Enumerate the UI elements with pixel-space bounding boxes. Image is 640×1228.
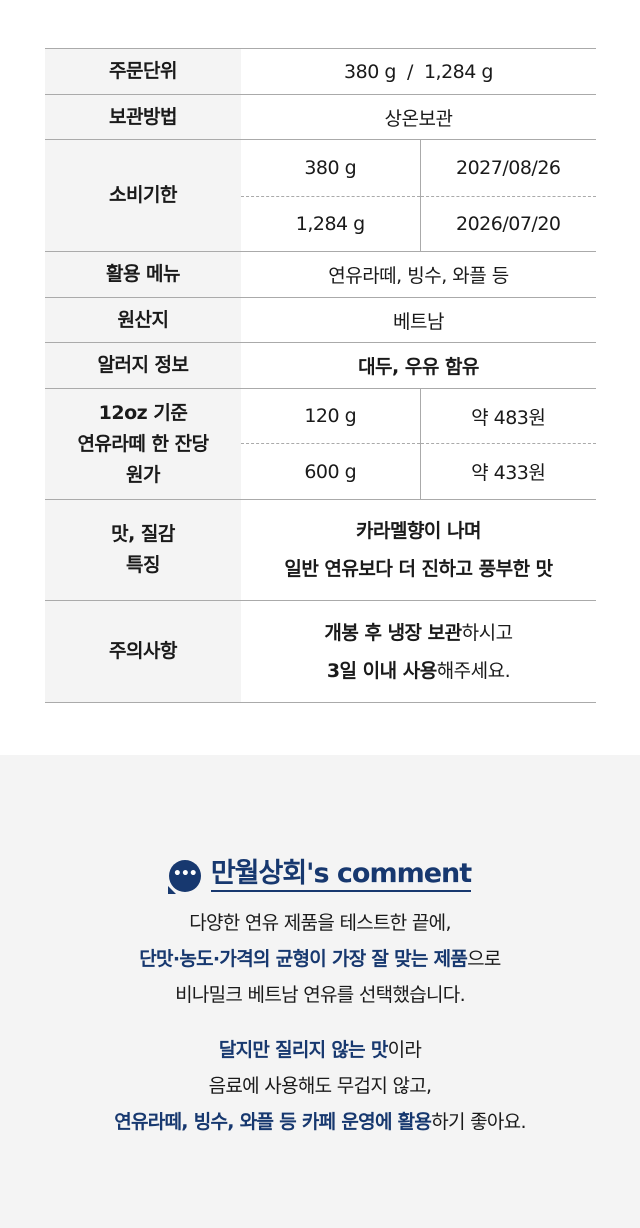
label-line: 연유라떼 한 잔당 — [77, 432, 209, 455]
price: 약 433원 — [420, 443, 596, 500]
label: 보관방법 — [45, 94, 241, 140]
row-origin: 원산지 베트남 — [45, 297, 596, 343]
label: 활용 메뉴 — [45, 251, 241, 298]
row-order-unit: 주문단위 380 g / 1,284 g — [45, 48, 596, 95]
text: 하시고 — [461, 621, 513, 644]
speech-bubble-icon: ••• — [167, 860, 201, 894]
text-line: 비나밀크 베트남 연유를 선택했습니다. — [175, 984, 466, 1006]
row-expiry-2: 1,284 g 2026/07/20 — [45, 196, 596, 252]
text-line: 음료에 사용해도 무겁지 않고, — [208, 1075, 432, 1097]
comment-paragraph-2: 달지만 질리지 않는 맛이라 음료에 사용해도 무겁지 않고, 연유라떼, 빙수… — [0, 1032, 640, 1140]
date: 2027/08/26 — [420, 139, 596, 197]
row-caution: 주의사항 개봉 후 냉장 보관하시고 3일 이내 사용해주세요. — [45, 600, 596, 703]
value: 상온보관 — [241, 94, 596, 140]
date: 2026/07/20 — [420, 196, 596, 252]
value: 380 g / 1,284 g — [241, 48, 596, 95]
value: 대두, 우유 함유 — [241, 342, 596, 389]
label-line: 맛, 질감 — [111, 523, 175, 545]
text-line: 다양한 연유 제품을 테스트한 끝에, — [189, 912, 451, 934]
bold-text: 개봉 후 냉장 보관 — [324, 621, 462, 644]
product-info-table: 주문단위 380 g / 1,284 g 보관방법 상온보관 소비기한 380 g 20… — [45, 48, 596, 703]
text: 이라 — [387, 1039, 422, 1061]
row-menu: 활용 메뉴 연유라떼, 빙수, 와플 등 — [45, 251, 596, 298]
text: 해주세요. — [436, 659, 511, 682]
row-taste: 맛, 질감 특징 카라멜향이 나며 일반 연유보다 더 진하고 풍부한 맛 — [45, 499, 596, 601]
comment-section: ••• 만월상회's comment 다양한 연유 제품을 테스트한 끝에, 단맛… — [0, 755, 640, 1228]
label-line: 12oz 기준 — [98, 401, 188, 424]
text: 하기 좋아요. — [431, 1111, 526, 1133]
size: 600 g — [241, 443, 421, 500]
size: 120 g — [241, 388, 421, 444]
highlight-text: 연유라떼, 빙수, 와플 등 카페 운영에 활용 — [114, 1111, 432, 1133]
comment-title: ••• 만월상회's comment — [0, 851, 640, 894]
price: 약 483원 — [420, 388, 596, 444]
row-allergy: 알러지 정보 대두, 우유 함유 — [45, 342, 596, 389]
row-expiry: 소비기한 380 g 2027/08/26 — [45, 139, 596, 252]
value-line: 카라멜향이 나며 — [356, 520, 481, 542]
highlight-text: 달지만 질리지 않는 맛 — [218, 1039, 388, 1061]
label: 주의사항 — [45, 600, 241, 703]
text: 으로 — [467, 948, 501, 970]
value: 개봉 후 냉장 보관하시고 3일 이내 사용해주세요. — [241, 600, 596, 703]
row-storage: 보관방법 상온보관 — [45, 94, 596, 140]
highlight-text: 단맛·농도·가격의 균형이 가장 잘 맞는 제품 — [139, 948, 468, 970]
label-line: 원가 — [126, 463, 160, 486]
bold-text: 3일 이내 사용 — [326, 659, 437, 682]
size: 1,284 g — [241, 196, 421, 252]
size: 380 g — [241, 139, 421, 197]
label: 소비기한 — [45, 139, 241, 252]
label: 주문단위 — [45, 48, 241, 95]
label-line: 특징 — [126, 554, 160, 576]
comment-paragraph-1: 다양한 연유 제품을 테스트한 끝에, 단맛·농도·가격의 균형이 가장 잘 맞… — [0, 905, 640, 1013]
comment-title-text: 만월상회's comment — [210, 858, 472, 892]
label: 원산지 — [45, 297, 241, 343]
value-line: 일반 연유보다 더 진하고 풍부한 맛 — [284, 558, 553, 580]
value: 베트남 — [241, 297, 596, 343]
label: 알러지 정보 — [45, 342, 241, 389]
value: 연유라떼, 빙수, 와플 등 — [241, 251, 596, 298]
